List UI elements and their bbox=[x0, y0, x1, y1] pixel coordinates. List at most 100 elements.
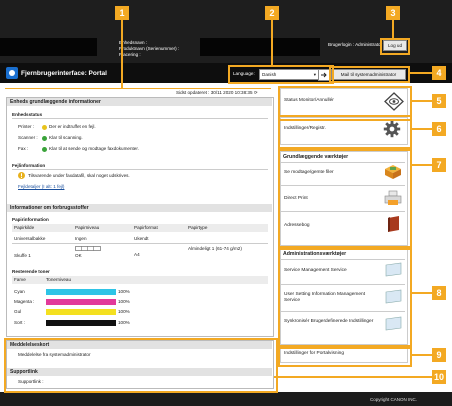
callout-3: 3 bbox=[386, 6, 400, 20]
refresh-icon[interactable]: ⟳ bbox=[253, 90, 258, 95]
redacted-block bbox=[200, 38, 320, 56]
callout-1-line bbox=[121, 20, 123, 88]
direct-print-link[interactable]: Direct Print bbox=[284, 196, 308, 201]
divider bbox=[12, 243, 268, 244]
callout-6: 6 bbox=[432, 122, 446, 136]
toner-percent: 100% bbox=[118, 299, 130, 304]
support-title: Supportlink bbox=[7, 368, 272, 376]
monitor-icon bbox=[385, 289, 402, 304]
status-row-fax: Fax : bbox=[18, 146, 28, 151]
redacted-block bbox=[0, 38, 97, 56]
callout-1-bracket bbox=[5, 88, 271, 90]
toner-percent: 100% bbox=[118, 309, 130, 314]
callout-7-line bbox=[410, 164, 432, 166]
portal-display-settings-label: Indstillinger for Portalvisning bbox=[284, 351, 344, 356]
paper-row-source: Skuffe 1 bbox=[14, 253, 31, 258]
mail-admin-button[interactable]: Mail til systemadministrator bbox=[331, 69, 406, 80]
messages-text: Meddelelse fra systemadministrator bbox=[18, 352, 91, 357]
callout-2-box bbox=[228, 65, 334, 84]
app-title: Fjernbrugerinterface: Portal bbox=[21, 70, 107, 77]
divider bbox=[281, 162, 405, 163]
callout-7-box bbox=[278, 149, 412, 250]
status-value: Klar til at sende og modtage faxdokument… bbox=[49, 146, 139, 151]
consumables-title: Informationer om forbrugsstoffer bbox=[7, 204, 272, 212]
settings-button[interactable] bbox=[280, 117, 408, 145]
callout-2-line bbox=[271, 20, 273, 65]
callout-5-line bbox=[410, 100, 432, 102]
toner-name: Sort : bbox=[14, 320, 25, 325]
callout-2: 2 bbox=[265, 6, 279, 20]
toner-percent: 100% bbox=[118, 289, 130, 294]
divider bbox=[281, 211, 405, 212]
callout-5: 5 bbox=[432, 94, 446, 108]
monitor-icon bbox=[385, 262, 402, 277]
callout-9: 9 bbox=[432, 348, 446, 362]
divider bbox=[281, 185, 405, 186]
callout-9-box bbox=[278, 345, 412, 367]
status-warning-icon bbox=[42, 125, 47, 130]
status-row-scanner: Scanner : bbox=[18, 135, 38, 140]
paper-row-format: A4 bbox=[134, 252, 140, 257]
callout-3-line bbox=[392, 20, 394, 38]
status-label: Scanner : bbox=[18, 135, 38, 140]
language-label: Language: bbox=[233, 71, 255, 76]
product-name-label: Produktnavn (Serienummer) : bbox=[119, 46, 180, 51]
callout-1: 1 bbox=[115, 6, 129, 20]
support-text: Supportlink : bbox=[18, 379, 44, 384]
paper-header-level: Papirniveau bbox=[75, 225, 100, 230]
language-select-value: Danish bbox=[262, 72, 277, 77]
callout-6-box bbox=[278, 115, 412, 149]
sync-settings-link[interactable]: Synkronisér Brugerdefinerede Indstilling… bbox=[284, 319, 374, 324]
settings-label: Indstillinger/Registr. bbox=[284, 126, 326, 131]
callout-4: 4 bbox=[432, 66, 446, 80]
callout-5-box bbox=[278, 86, 412, 121]
toner-bar-cyan bbox=[46, 289, 116, 295]
callout-9-line bbox=[410, 354, 432, 356]
service-management-link[interactable]: Service Management Service bbox=[284, 268, 347, 273]
printer-icon bbox=[384, 190, 402, 206]
address-book-link[interactable]: Adressebog bbox=[284, 223, 310, 228]
view-stored-files-link[interactable]: Se modtage/gemte filer bbox=[284, 170, 334, 175]
callout-8-line bbox=[410, 292, 432, 294]
device-name-label: Enhedsnavn : bbox=[119, 40, 148, 45]
status-label: Printer : bbox=[18, 124, 35, 129]
folder-icon bbox=[384, 164, 402, 180]
divider bbox=[12, 118, 268, 119]
callout-4-box bbox=[329, 66, 410, 83]
device-info-panel bbox=[6, 97, 274, 337]
last-updated-text: Sidst opdateret : 30/11 2020 10:38:35 bbox=[176, 90, 253, 95]
paper-level-gauge bbox=[75, 246, 101, 251]
divider bbox=[12, 169, 268, 170]
eye-diamond-icon bbox=[384, 92, 404, 111]
status-monitor-label: Status Monitor/Annullér bbox=[284, 98, 334, 103]
divider bbox=[281, 284, 405, 285]
error-message: Tilsvarende under faxdatafil, skal noget… bbox=[28, 173, 130, 178]
paper-row-type: Almindeligt 1 (61-74 g/m2) bbox=[188, 246, 242, 251]
status-ok-icon bbox=[42, 136, 47, 141]
status-ok-icon bbox=[42, 147, 47, 152]
logout-button[interactable]: Log ud bbox=[383, 40, 407, 51]
toner-name: Magenta : bbox=[14, 299, 35, 304]
callout-8: 8 bbox=[432, 286, 446, 300]
gear-icon bbox=[383, 120, 401, 138]
toner-header-color: Farve bbox=[14, 277, 26, 282]
callout-10-box bbox=[4, 338, 278, 393]
user-setting-service-link[interactable]: User Setting Information Management Serv… bbox=[284, 292, 366, 303]
divider bbox=[281, 311, 405, 312]
toner-bar-magenta bbox=[46, 299, 116, 305]
last-updated: Sidst opdateret : 30/11 2020 10:38:35 ⟳ bbox=[176, 90, 258, 96]
error-details-link[interactable]: Fejldetaljer (I alt: 1 fejl) bbox=[18, 184, 65, 189]
callout-7: 7 bbox=[432, 158, 446, 172]
status-value: Klar til scanning. bbox=[49, 135, 83, 140]
paper-info-title: Papirinformation bbox=[12, 217, 49, 222]
paper-header-source: Papirkilde bbox=[14, 225, 35, 230]
device-basic-info-title: Enheds grundlæggende informationer bbox=[7, 98, 272, 106]
toner-name: Gul bbox=[14, 309, 22, 314]
paper-table-header bbox=[12, 224, 268, 232]
monitor-icon bbox=[385, 316, 402, 331]
chevron-down-icon: ▾ bbox=[313, 72, 316, 77]
copyright: Copyright CANON INC. bbox=[370, 397, 418, 402]
paper-row-format: Ukendt bbox=[134, 236, 149, 241]
callout-8-box bbox=[278, 246, 412, 349]
status-label: Fax : bbox=[18, 146, 29, 151]
